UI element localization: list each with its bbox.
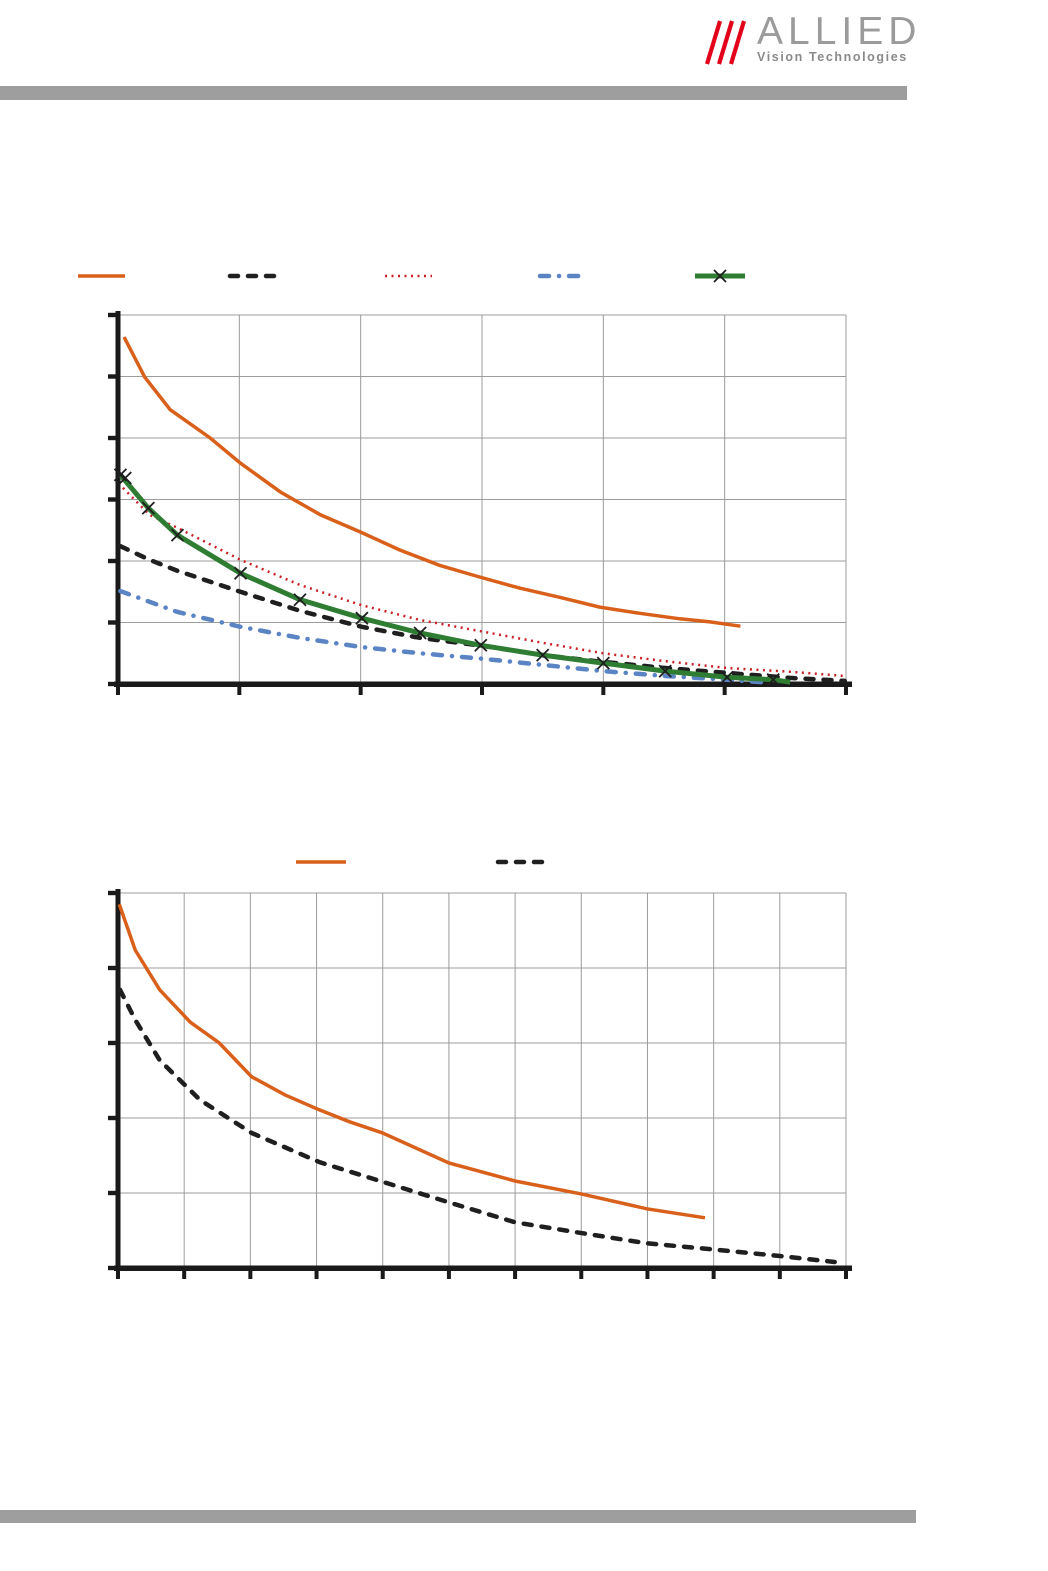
avt-logo: ALLIED Vision Technologies xyxy=(700,12,916,68)
chart-2 xyxy=(60,845,860,1290)
logo-slashes-icon xyxy=(704,20,747,65)
logo-textblock: ALLIED Vision Technologies xyxy=(757,12,921,64)
top-divider-bar xyxy=(0,86,907,100)
chart-1 xyxy=(60,255,860,700)
logo-subtitle: Vision Technologies xyxy=(757,50,908,64)
chart-1-canvas xyxy=(78,269,852,695)
chart-2-canvas xyxy=(108,859,852,1279)
logo-brand: ALLIED xyxy=(757,10,922,53)
bottom-divider-bar xyxy=(0,1510,916,1523)
